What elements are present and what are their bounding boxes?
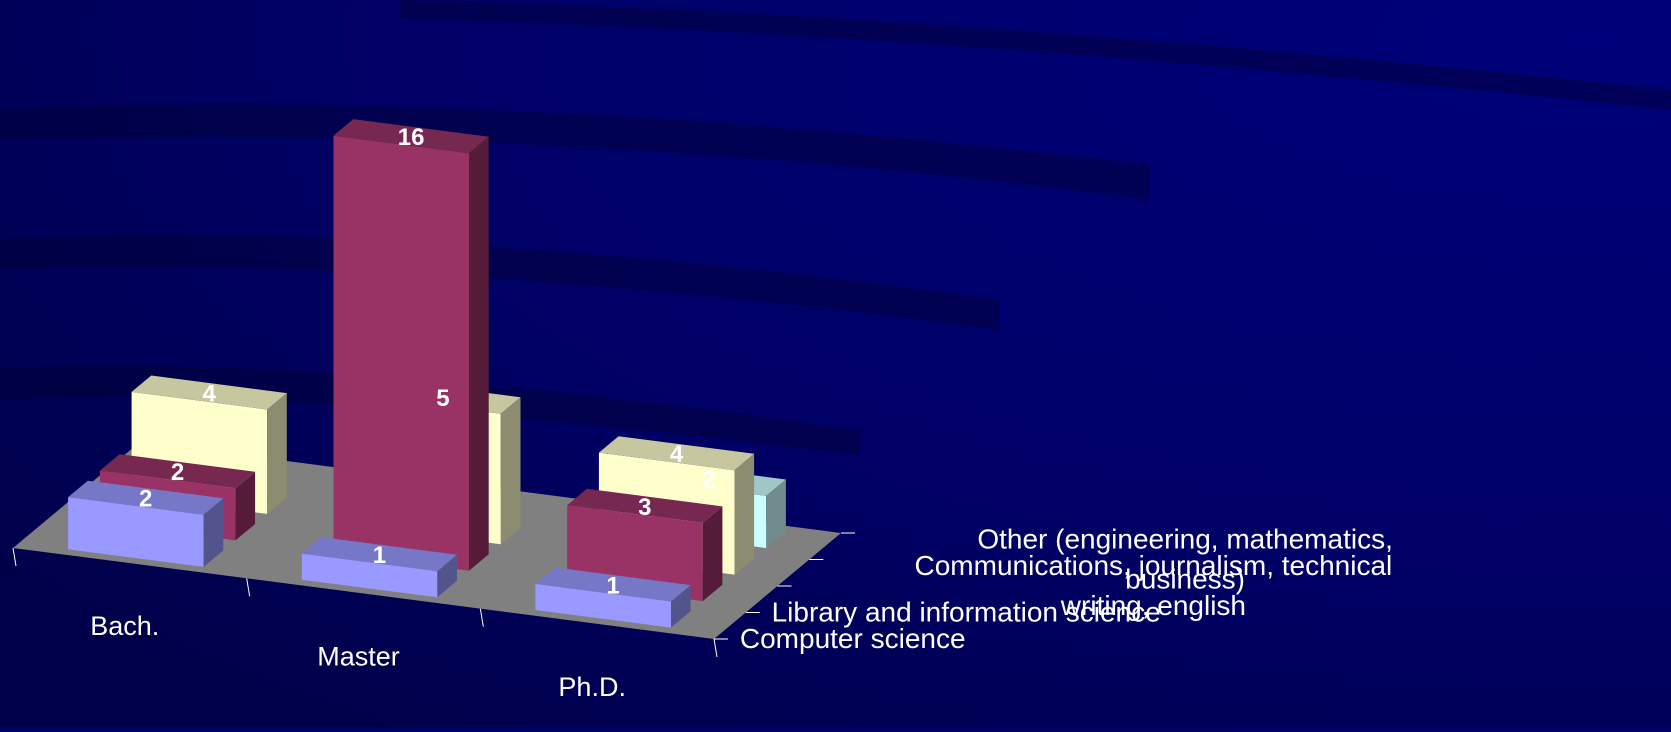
- category-tick: [479, 608, 484, 627]
- bar-side-face: [203, 498, 224, 567]
- category-label-ph-d: Ph.D.: [558, 672, 626, 702]
- background-swirl: [0, 104, 1150, 200]
- bar-side-face: [766, 479, 786, 549]
- background-swirl: [0, 235, 1000, 330]
- bar-front-face: [68, 497, 204, 567]
- series-label-computer-science: Computer science: [740, 623, 966, 654]
- data-label: 5: [436, 385, 449, 412]
- data-label: 1: [606, 573, 619, 600]
- series-label-other-engineering-mathematics-business: Other (engineering, mathematics,: [977, 523, 1393, 554]
- bar-side-face: [702, 506, 723, 602]
- bar-front-face: [301, 553, 438, 598]
- bar-library-and-information-science-master: [333, 119, 489, 571]
- category-label-master: Master: [317, 642, 400, 672]
- bar-side-face: [671, 585, 691, 628]
- bar-top-face: [131, 375, 287, 410]
- data-label: 4: [203, 381, 217, 408]
- data-label: 3: [638, 494, 651, 521]
- data-label: 2: [702, 467, 715, 494]
- bar-front-face: [333, 135, 469, 571]
- category-tick: [12, 547, 17, 567]
- data-label: 1: [373, 542, 386, 569]
- series-label-communications-journalism-technical-writing-english: writing, english: [1060, 590, 1246, 621]
- bar-side-face: [267, 393, 287, 514]
- bar-top-face: [333, 119, 489, 154]
- bar-top-face: [535, 567, 691, 602]
- bar-group: [68, 119, 786, 628]
- series-label-other-engineering-mathematics-business: business): [1125, 563, 1245, 594]
- data-label: 2: [139, 486, 152, 513]
- bar-side-face: [437, 554, 457, 598]
- bar-top-face: [68, 480, 224, 515]
- series-label-library-and-information-science: Library and information science: [772, 596, 1161, 627]
- series-label-communications-journalism-technical-writing-english: Communications, journalism, technical: [915, 550, 1393, 581]
- bar-side-face: [500, 397, 521, 545]
- data-label: 4: [670, 441, 684, 468]
- bar-side-face: [734, 453, 755, 575]
- bar-top-face: [301, 537, 457, 572]
- bar-side-face: [469, 136, 489, 571]
- category-tick: [713, 638, 718, 658]
- bar-top-face: [567, 488, 723, 523]
- bar-top-face: [99, 454, 256, 489]
- category-label-bach: Bach.: [90, 611, 159, 641]
- data-label: 16: [398, 124, 425, 151]
- bar-computer-science-master: [301, 537, 457, 598]
- bar-side-face: [235, 471, 256, 541]
- bar-top-face: [598, 436, 755, 471]
- bar-front-face: [535, 583, 671, 628]
- bar-computer-science-bach: [68, 480, 224, 567]
- background-swirl: [400, 0, 1671, 110]
- chart-axes: [12, 532, 855, 658]
- category-tick: [246, 578, 251, 597]
- bar-computer-science-ph-d: [535, 567, 691, 628]
- data-label: 2: [171, 459, 184, 486]
